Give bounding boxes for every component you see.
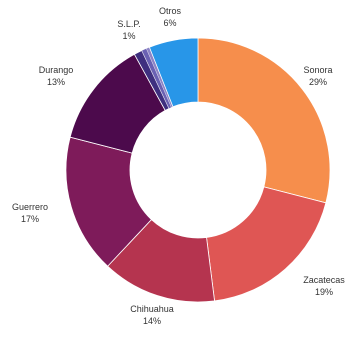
value-label-zacatecas: 19% xyxy=(315,287,333,297)
label-durango: Durango xyxy=(39,65,74,75)
value-label-guerrero: 17% xyxy=(21,214,39,224)
label-chihuahua: Chihuahua xyxy=(130,304,174,314)
label-zacatecas: Zacatecas xyxy=(303,275,345,285)
label-otros: Otros xyxy=(159,6,182,16)
label-sonora: Sonora xyxy=(303,65,332,75)
value-label-sonora: 29% xyxy=(309,77,327,87)
slice-otros xyxy=(148,37,199,108)
value-label-s-l-p: 1% xyxy=(122,31,135,41)
slice-zacatecas xyxy=(206,186,327,302)
value-label-chihuahua: 14% xyxy=(143,316,161,326)
slice-sonora xyxy=(197,37,331,204)
label-s-l-p: S.L.P. xyxy=(117,19,140,29)
value-label-otros: 6% xyxy=(163,18,176,28)
label-guerrero: Guerrero xyxy=(12,202,48,212)
value-label-durango: 13% xyxy=(47,77,65,87)
